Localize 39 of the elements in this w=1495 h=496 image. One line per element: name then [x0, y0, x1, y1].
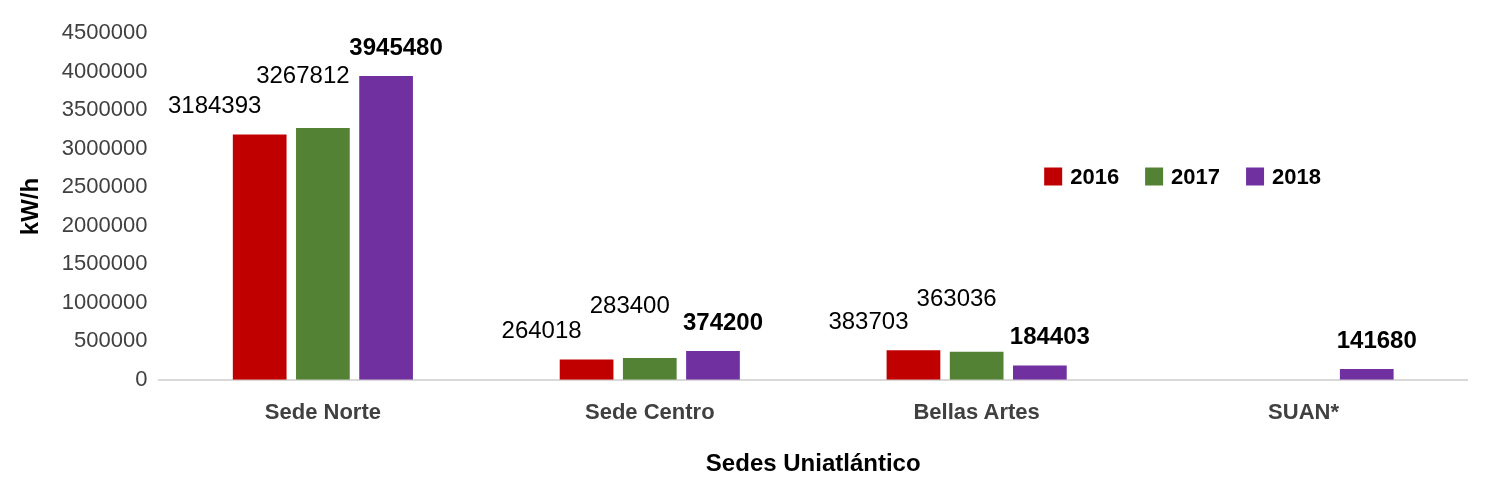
y-tick-label: 1500000 — [61, 250, 148, 276]
y-tick-label: 4500000 — [61, 19, 148, 45]
legend-label: 2018 — [1272, 163, 1322, 189]
y-tick-label: 1000000 — [61, 288, 148, 314]
data-label: 374200 — [682, 307, 764, 335]
bar — [949, 351, 1004, 380]
x-tick-label: Sede Norte — [264, 399, 381, 425]
y-tick-label: 3500000 — [61, 96, 148, 122]
data-label: 3267812 — [256, 60, 350, 88]
x-tick-label: SUAN* — [1268, 399, 1340, 425]
y-tick-label: 2000000 — [61, 211, 148, 237]
y-tick-label: 0 — [135, 365, 148, 391]
data-label: 363036 — [916, 284, 997, 312]
data-label: 184403 — [1009, 322, 1090, 350]
legend-label: 2017 — [1171, 163, 1221, 189]
data-label: 3184393 — [167, 91, 262, 119]
data-label: 3945480 — [349, 32, 443, 60]
bar — [359, 75, 413, 380]
bar — [1339, 368, 1394, 380]
bar — [1013, 365, 1067, 380]
y-tick-label: 3000000 — [61, 134, 148, 160]
bar — [622, 357, 677, 380]
y-axis-title: kW/h — [16, 177, 44, 236]
bar — [559, 359, 614, 380]
bar — [296, 128, 350, 380]
data-label: 383703 — [828, 306, 909, 334]
y-tick-label: 500000 — [74, 327, 148, 353]
bar — [232, 134, 287, 380]
data-label: 141680 — [1336, 325, 1417, 353]
bar — [686, 350, 740, 380]
x-tick-label: Bellas Artes — [913, 399, 1040, 425]
data-label: 264018 — [501, 316, 582, 344]
data-label: 283400 — [589, 290, 670, 318]
y-tick-label: 2500000 — [61, 173, 148, 199]
y-tick-label: 4000000 — [61, 57, 148, 83]
bar — [886, 350, 941, 380]
x-tick-label: Sede Centro — [584, 399, 715, 425]
legend-label: 2016 — [1070, 163, 1120, 189]
x-axis-title: Sedes Uniatlántico — [705, 449, 921, 477]
